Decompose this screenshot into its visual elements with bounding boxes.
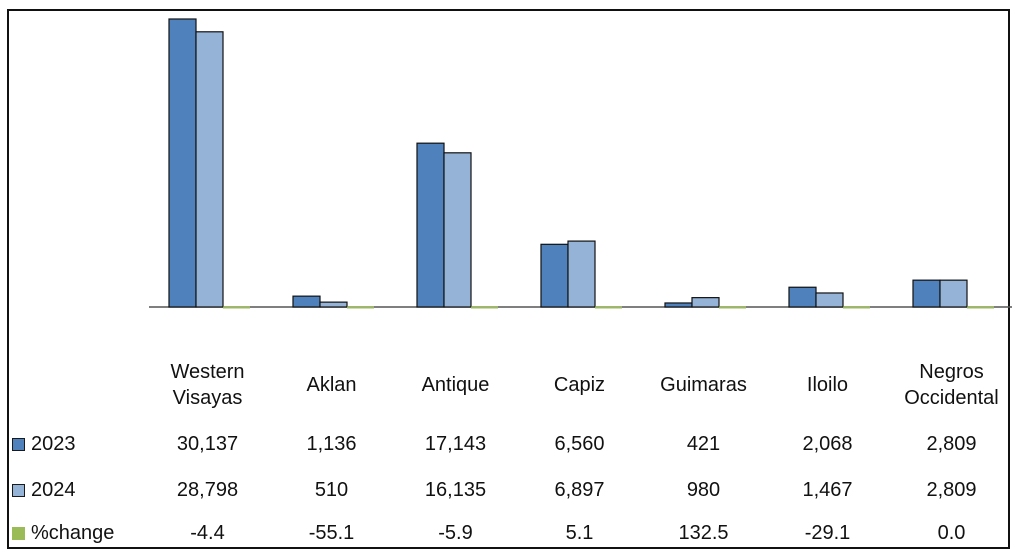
legend-swatch: [12, 484, 25, 497]
table-cell: -4.4: [145, 521, 271, 545]
bar-2024-0: [196, 32, 223, 307]
table-cell: 510: [269, 478, 395, 502]
table-cell: -55.1: [269, 521, 395, 545]
table-cell: 2,068: [765, 432, 891, 456]
bar-2024-6: [940, 280, 967, 307]
table-cell: 2,809: [889, 432, 1013, 456]
table-cell: 1,467: [765, 478, 891, 502]
category-label: Aklan: [269, 372, 395, 398]
table-cell: -29.1: [765, 521, 891, 545]
table-cell: 132.5: [641, 521, 767, 545]
bar-2024-1: [320, 302, 347, 307]
legend-swatch: [12, 438, 25, 451]
bar-2023-4: [665, 303, 692, 307]
bar-pctchange-2: [471, 307, 498, 309]
bar-pctchange-5: [843, 307, 870, 309]
bar-2023-3: [541, 244, 568, 307]
table-cell: 16,135: [393, 478, 519, 502]
table-cell: 6,897: [517, 478, 643, 502]
category-label: Guimaras: [641, 372, 767, 398]
table-row-label: %change: [12, 521, 114, 545]
category-label: Iloilo: [765, 372, 891, 398]
table-cell: 0.0: [889, 521, 1013, 545]
bar-2023-6: [913, 280, 940, 307]
table-cell: 28,798: [145, 478, 271, 502]
bar-2023-1: [293, 296, 320, 307]
bar-2023-0: [169, 19, 196, 307]
table-cell: -5.9: [393, 521, 519, 545]
table-row-label: 2024: [12, 478, 76, 502]
bar-2024-4: [692, 298, 719, 307]
category-label: Antique: [393, 372, 519, 398]
category-label: Negros Occidental: [889, 359, 1013, 411]
table-cell: 30,137: [145, 432, 271, 456]
legend-label: %change: [31, 521, 114, 545]
bar-pctchange-1: [347, 307, 374, 309]
bar-2024-3: [568, 241, 595, 307]
legend-label: 2023: [31, 432, 76, 456]
table-cell: 5.1: [517, 521, 643, 545]
table-cell: 2,809: [889, 478, 1013, 502]
bar-2023-2: [417, 143, 444, 307]
bar-2023-5: [789, 287, 816, 307]
table-cell: 980: [641, 478, 767, 502]
category-label: Western Visayas: [145, 359, 271, 411]
bar-2024-2: [444, 153, 471, 307]
chart-frame: [7, 9, 1010, 549]
category-label: Capiz: [517, 372, 643, 398]
bar-chart: [9, 11, 1012, 551]
table-cell: 6,560: [517, 432, 643, 456]
bar-pctchange-3: [595, 307, 622, 309]
table-row-label: 2023: [12, 432, 76, 456]
bar-2024-5: [816, 293, 843, 307]
table-cell: 17,143: [393, 432, 519, 456]
legend-label: 2024: [31, 478, 76, 502]
table-cell: 1,136: [269, 432, 395, 456]
table-cell: 421: [641, 432, 767, 456]
bar-pctchange-6: [967, 307, 994, 309]
bar-pctchange-0: [223, 307, 250, 309]
bar-pctchange-4: [719, 307, 746, 309]
